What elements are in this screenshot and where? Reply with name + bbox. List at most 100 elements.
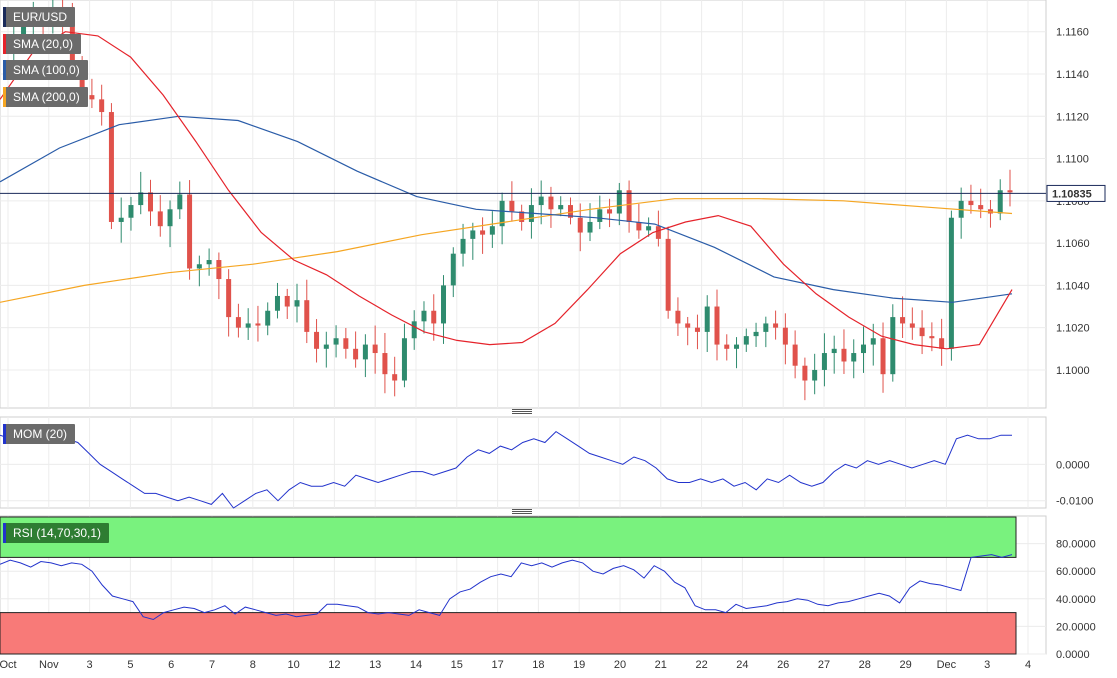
candle-body [323,344,329,349]
candle-body [704,306,710,332]
candle-body [831,348,837,354]
candle-body [372,344,378,354]
candle-body [616,190,622,214]
candle-body [304,300,310,332]
sma100-label: SMA (100,0) [13,63,80,77]
candle-body [128,205,134,218]
candle-body [265,310,271,326]
candle-body [802,365,808,381]
x-tick-label: 12 [328,659,340,671]
rsi-line [0,554,1013,621]
candle-body [216,260,222,280]
candle-body [431,310,437,324]
candle-body [362,344,368,360]
sma20-legend[interactable]: SMA (20,0) [3,34,82,54]
sma200-legend[interactable]: SMA (200,0) [3,87,88,107]
candle-body [411,321,417,339]
candle-body [382,353,388,375]
candle-body [509,200,515,212]
candle-body [841,348,847,362]
x-tick-label: 14 [410,659,422,671]
x-tick-label: 10 [287,659,299,671]
y-tick-label: 1.1100 [1056,154,1089,166]
indicator-lines [0,31,1046,621]
x-tick-label: 27 [818,659,830,671]
candle-body [773,323,779,328]
panel-resize-handle[interactable] [512,509,532,514]
y-tick-label: 60.0000 [1056,566,1096,578]
candle-body [860,344,866,354]
x-tick-label: 3 [87,659,93,671]
candle-body [99,99,105,113]
panel-resize-handle[interactable] [512,409,532,414]
candle-body [626,190,632,222]
candle-body [421,310,427,322]
candle-body [607,209,613,214]
y-tick-label: 1.1020 [1056,323,1090,335]
symbol-label: EUR/USD [13,10,68,24]
candle-body [177,194,183,210]
symbol-legend[interactable]: EUR/USD [3,7,76,27]
candle-body [138,192,144,206]
candle-body [909,323,915,328]
candle-body [519,211,525,222]
rsi-label: RSI (14,70,30,1) [13,526,102,540]
candle-body [460,238,466,254]
y-tick-label: 80.0000 [1056,539,1096,551]
x-tick-label: 22 [695,659,707,671]
mom-legend[interactable]: MOM (20) [3,424,75,444]
x-tick-label: 26 [777,659,789,671]
candle-body [763,323,769,332]
candle-body [812,369,818,381]
y-tick-label: 40.0000 [1056,594,1096,606]
candle-body [870,338,876,345]
y-tick-label: 20.0000 [1056,621,1096,633]
grid-lines [0,0,1046,655]
candle-body [597,209,603,222]
candle-body [401,338,407,381]
candle-body [226,279,232,318]
x-tick-label: 18 [532,659,544,671]
y-tick-label: -0.0100 [1056,496,1093,508]
candle-body [470,230,476,239]
symbol-color-swatch [3,7,6,27]
candle-body [21,25,27,36]
candle-body [157,211,163,227]
candle-body [89,95,95,100]
sma200-color-swatch [3,87,6,107]
y-tick-label: 0.0000 [1056,649,1090,661]
candle-body [968,200,974,206]
candle-body [558,205,564,210]
y-tick-label: 0.0000 [1056,459,1090,471]
x-tick-label: 7 [209,659,215,671]
candle-body [1007,190,1013,193]
candle-body [148,192,154,212]
last-price-label: 1.10835 [1052,188,1092,200]
sma100-line [0,115,1013,303]
candle-body [724,344,730,349]
rsi-overbought-band [0,516,1017,558]
candle-body [997,190,1003,214]
candle-body [314,331,320,349]
candle-body [587,221,593,233]
mom-panel-bg [0,416,1047,509]
candle-body [939,338,945,349]
candle-body [900,317,906,324]
x-tick-label: Oct [0,659,17,671]
x-tick-label: Dec [937,659,957,671]
candle-body [255,323,261,326]
sma20-line [0,31,1013,350]
candle-body [441,285,447,324]
x-tick-label: 6 [168,659,174,671]
rsi-legend[interactable]: RSI (14,70,30,1) [3,523,110,543]
candle-body [948,217,954,349]
axis-labels: Oct Nov 3 5 6 7 8 10 12 13 14 15 17 18 19 20 21 22 24 26 27 2… [0,27,1106,671]
x-tick-label: 19 [573,659,585,671]
candle-body [851,353,857,362]
candle-body [167,209,173,227]
candle-body [353,348,359,360]
sma100-legend[interactable]: SMA (100,0) [3,60,88,80]
x-tick-label: 13 [369,659,381,671]
candle-body [636,221,642,231]
